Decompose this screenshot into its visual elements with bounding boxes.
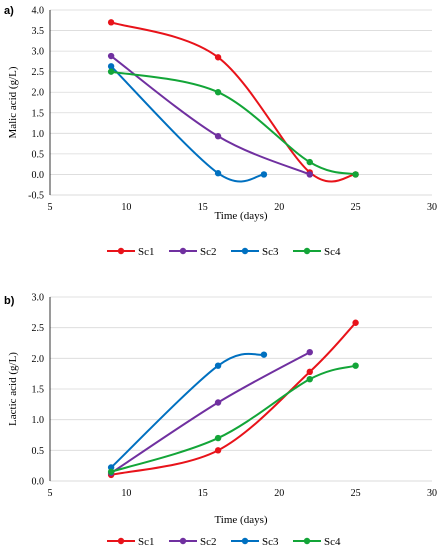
y-tick-label: 1.5 xyxy=(32,385,45,396)
series-line-sc3 xyxy=(110,352,265,469)
x-axis-title: Time (days) xyxy=(214,210,267,222)
legend-label: Sc3 xyxy=(262,536,279,548)
x-tick-label: 30 xyxy=(427,202,437,213)
legend-swatch-marker xyxy=(241,247,249,255)
y-tick-label: 2.5 xyxy=(32,323,45,334)
legend-swatch-marker xyxy=(303,247,311,255)
data-point-sc3 xyxy=(214,170,222,177)
y-tick-label: 0.0 xyxy=(32,170,45,181)
x-tick-label: 15 xyxy=(198,488,208,499)
legend-label: Sc2 xyxy=(200,536,217,548)
data-point-sc1 xyxy=(107,19,115,26)
x-tick-label: 20 xyxy=(274,488,284,499)
data-point-sc4 xyxy=(306,158,313,166)
legend-swatch-marker xyxy=(117,537,125,545)
data-point-sc4 xyxy=(107,468,115,475)
legend-label: Sc1 xyxy=(138,246,155,258)
data-point-sc4 xyxy=(352,171,359,178)
panel-label: a) xyxy=(4,5,14,17)
y-tick-label: 0.5 xyxy=(32,446,45,457)
series-line-sc4 xyxy=(110,70,356,176)
y-tick-label: 1.5 xyxy=(32,108,45,119)
data-point-sc3 xyxy=(260,351,268,358)
y-axis-title: Malic acid (g/L) xyxy=(7,66,19,138)
x-tick-label: 25 xyxy=(351,202,361,213)
legend-swatch-marker xyxy=(117,247,125,255)
legend-swatch-marker xyxy=(179,247,187,255)
data-point-sc1 xyxy=(352,319,359,326)
y-tick-label: 0.0 xyxy=(32,477,45,488)
legend: Sc1 Sc2 Sc3 Sc4 xyxy=(107,246,341,258)
y-axis-title: Lactic acid (g/L) xyxy=(7,352,19,426)
y-tick-label: 3.0 xyxy=(32,47,45,58)
x-tick-label: 5 xyxy=(48,202,53,213)
data-point-sc2 xyxy=(214,133,222,140)
x-tick-label: 5 xyxy=(48,488,53,499)
y-tick-label: 2.5 xyxy=(32,67,45,78)
panel-label: b) xyxy=(4,295,15,307)
legend-swatch-marker xyxy=(303,537,311,545)
data-point-sc4 xyxy=(214,89,222,96)
x-tick-label: 30 xyxy=(427,488,437,499)
data-point-sc3 xyxy=(107,63,115,70)
data-point-sc2 xyxy=(306,349,313,356)
series-line-sc3 xyxy=(110,65,265,183)
data-point-sc1 xyxy=(306,368,313,376)
y-tick-label: 1.0 xyxy=(32,129,45,140)
y-tick-label: 3.5 xyxy=(32,26,45,37)
legend-label: Sc3 xyxy=(262,246,279,258)
chart-panel-1: -0.5 0.0 0.5 1.0 1.5 2.0 2.5 3.0 3.5 4.0 5 10 15 20 25… xyxy=(4,5,437,258)
data-point-sc4 xyxy=(214,434,222,442)
data-point-sc1 xyxy=(214,54,222,61)
data-point-sc2 xyxy=(107,52,115,60)
legend-label: Sc4 xyxy=(324,246,341,258)
data-point-sc3 xyxy=(260,171,268,178)
x-tick-label: 15 xyxy=(198,202,208,213)
data-point-sc4 xyxy=(352,362,359,369)
legend-swatch-marker xyxy=(179,537,187,545)
series-line-sc4 xyxy=(110,364,356,473)
data-point-sc2 xyxy=(214,399,222,406)
legend-label: Sc1 xyxy=(138,536,155,548)
series-line-sc1 xyxy=(110,21,356,183)
legend-swatch-marker xyxy=(241,537,249,545)
x-tick-label: 10 xyxy=(121,202,131,213)
chart-panel-2: 0.0 0.5 1.0 1.5 2.0 2.5 3.0 5 10 15 20 25 30 Time (da… xyxy=(4,293,437,549)
legend-label: Sc2 xyxy=(200,246,217,258)
series-line-sc2 xyxy=(110,55,311,176)
y-tick-label: 2.0 xyxy=(32,88,45,99)
data-point-sc1 xyxy=(214,447,222,454)
x-tick-label: 20 xyxy=(274,202,284,213)
y-tick-label: 4.0 xyxy=(32,6,45,17)
y-tick-label: 2.0 xyxy=(32,354,45,365)
legend: Sc1 Sc2 Sc3 Sc4 xyxy=(107,536,341,548)
legend-label: Sc4 xyxy=(324,536,341,548)
data-point-sc4 xyxy=(107,68,115,75)
x-axis-title: Time (days) xyxy=(214,514,267,526)
y-tick-label: 0.5 xyxy=(32,149,45,160)
x-tick-label: 25 xyxy=(351,488,361,499)
data-point-sc2 xyxy=(306,171,313,178)
y-tick-label: 3.0 xyxy=(32,293,45,304)
x-tick-label: 10 xyxy=(121,488,131,499)
series-line-sc1 xyxy=(110,322,357,476)
data-point-sc4 xyxy=(306,375,313,383)
y-tick-label: -0.5 xyxy=(28,191,44,202)
data-point-sc3 xyxy=(214,362,222,369)
y-tick-label: 1.0 xyxy=(32,415,45,426)
